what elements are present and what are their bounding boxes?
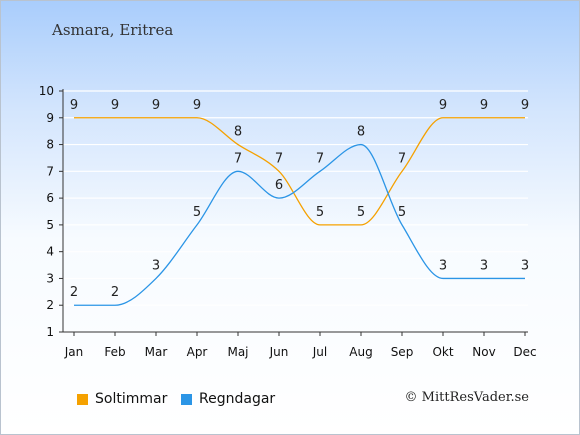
x-tick-label-jan: Jan <box>64 345 84 359</box>
legend-label-soltimmar: Soltimmar <box>95 391 168 407</box>
x-tick-label-aug: Aug <box>349 345 372 359</box>
legend-item-regndagar: Regndagar <box>181 391 275 407</box>
credit-text: © MittResVader.se <box>404 390 529 405</box>
series-line-regndagar <box>73 143 525 306</box>
data-label-regndagar-feb: 2 <box>111 285 119 300</box>
data-label-soltimmar-nov: 9 <box>480 98 488 113</box>
y-tick-label-8: 8 <box>46 138 54 152</box>
x-tick-label-jun: Jun <box>269 345 289 359</box>
data-label-soltimmar-aug: 5 <box>357 205 365 220</box>
x-tick-label-jul: Jul <box>312 345 327 359</box>
data-label-regndagar-jan: 2 <box>70 285 78 300</box>
y-tick-label-6: 6 <box>46 191 54 205</box>
data-label-soltimmar-sep: 7 <box>398 151 406 166</box>
data-label-soltimmar-maj: 8 <box>234 125 242 140</box>
data-label-regndagar-sep: 5 <box>398 205 406 220</box>
y-tick-label-1: 1 <box>46 325 54 339</box>
data-label-regndagar-aug: 8 <box>357 125 365 140</box>
data-label-regndagar-jun: 6 <box>275 178 283 193</box>
data-label-regndagar-okt: 3 <box>439 258 447 273</box>
data-label-regndagar-jul: 7 <box>316 151 324 166</box>
data-label-soltimmar-apr: 9 <box>193 98 201 113</box>
y-tick-label-10: 10 <box>39 84 54 98</box>
x-tick-label-apr: Apr <box>187 345 208 359</box>
data-label-soltimmar-mar: 9 <box>152 98 160 113</box>
legend-item-soltimmar: Soltimmar <box>77 391 167 407</box>
data-label-soltimmar-jul: 5 <box>316 205 324 220</box>
data-label-regndagar-dec: 3 <box>521 258 529 273</box>
y-tick-label-2: 2 <box>46 298 54 312</box>
data-label-regndagar-nov: 3 <box>480 258 488 273</box>
data-label-regndagar-apr: 5 <box>193 205 201 220</box>
data-label-soltimmar-jun: 7 <box>275 151 283 166</box>
x-tick-label-sep: Sep <box>391 345 414 359</box>
y-tick-label-3: 3 <box>46 271 54 285</box>
series-line-soltimmar <box>74 117 525 226</box>
x-tick-label-okt: Okt <box>432 345 453 359</box>
chart-title: Asmara, Eritrea <box>52 21 174 39</box>
x-tick-label-maj: Maj <box>227 345 248 359</box>
data-label-regndagar-maj: 7 <box>234 151 242 166</box>
x-tick-label-nov: Nov <box>472 345 495 359</box>
legend-swatch-soltimmar <box>77 393 88 405</box>
data-label-regndagar-mar: 3 <box>152 258 160 273</box>
legend-label-regndagar: Regndagar <box>199 391 276 407</box>
x-tick-label-mar: Mar <box>145 345 168 359</box>
data-label-soltimmar-jan: 9 <box>70 98 78 113</box>
y-tick-label-9: 9 <box>46 111 54 125</box>
data-label-soltimmar-feb: 9 <box>111 98 119 113</box>
data-label-soltimmar-okt: 9 <box>439 98 447 113</box>
legend-swatch-regndagar <box>181 393 192 405</box>
x-tick-label-feb: Feb <box>104 345 125 359</box>
data-label-soltimmar-dec: 9 <box>521 98 529 113</box>
y-tick-label-7: 7 <box>46 164 54 178</box>
y-tick-label-4: 4 <box>46 245 54 259</box>
y-tick-label-5: 5 <box>46 218 54 232</box>
x-tick-label-dec: Dec <box>513 345 536 359</box>
